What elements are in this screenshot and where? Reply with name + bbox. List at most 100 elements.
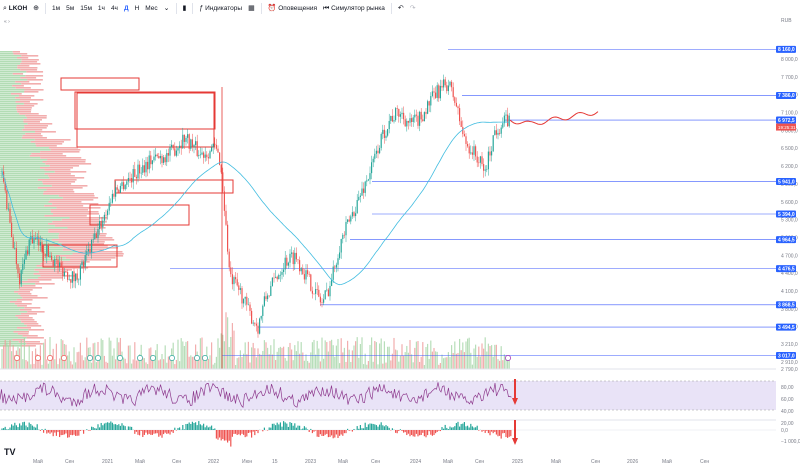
volume-profile-down-bar [48,147,78,149]
price-level-tag[interactable]: 5 394,0 [776,210,796,218]
templates-button[interactable]: ▦ [245,0,258,17]
candle-body [451,81,453,88]
replay-button[interactable]: ⏮ Симулятор рынка [320,0,388,17]
chart-canvas[interactable]: RUB 8 000,07 700,07 400,07 100,06 800,06… [0,17,800,469]
candle-body [299,260,301,272]
macd-histogram-bar [60,430,62,436]
horizontal-levels[interactable] [170,49,776,356]
interval-15m[interactable]: 15м [80,5,92,12]
main-pane[interactable] [0,17,776,369]
volume-profile-down-bar [16,299,33,301]
macd-histogram-bar [99,427,101,430]
volume-bar [467,338,469,369]
volume-bar [219,347,221,369]
indicators-button[interactable]: ƒ Индикаторы [196,0,245,17]
candle-body [198,155,200,157]
candle-body [447,85,449,92]
macd-pane[interactable] [0,420,776,447]
volume-profile-up-bar [0,115,26,117]
price-level-tag[interactable]: 3 017,0 [776,351,796,359]
candle-body [318,289,320,297]
interval-day[interactable]: Д [123,5,129,12]
candle-body [329,285,331,297]
volume-profile-up-bar [0,127,25,129]
interval-1h[interactable]: 1ч [97,5,105,12]
interval-1m[interactable]: 1м [52,5,61,12]
price-level-tag[interactable]: 4 964,5 [776,236,796,243]
macd-histogram-bar [254,430,256,436]
macd-histogram-bar [190,423,192,430]
price-level-tag[interactable]: 6 972,5 [776,116,796,124]
redo-button[interactable]: ↷ [407,0,419,17]
macd-histogram-bar [3,428,5,430]
volume-bar [292,360,294,369]
volume-profile-down-bar [26,117,47,119]
price-level-tag[interactable]: 3 868,5 [776,301,796,309]
interval-month[interactable]: Мес [145,5,158,12]
volume-profile-down-bar [21,61,38,63]
volume-profile-up-bar [0,223,49,225]
candle-body [276,276,278,280]
macd-histogram-bar [233,430,235,434]
alerts-button[interactable]: ⏰ Оповещения [265,0,320,17]
volume-bar [70,361,72,369]
volume-bar [398,361,400,369]
volume-profile-down-bar [19,287,43,289]
macd-histogram-bar [273,423,275,430]
chart-type-button[interactable]: ▮ [180,0,190,17]
candle-body [166,152,168,163]
volume-profile-down-bar [34,269,72,271]
volume-profile-up-bar [0,93,11,95]
volume-bar [4,340,6,369]
volume-bar [500,346,502,369]
candle-body [163,157,165,163]
volume-profile-down-bar [24,125,49,127]
candle-body [313,293,315,295]
volume-bar [307,360,309,369]
symbol-search[interactable]: ⌕ LKOH [0,0,30,17]
candle-body [476,156,478,163]
volume-bar [222,334,224,369]
interval-week[interactable]: Н [134,5,140,12]
volume-profile-down-bar [16,57,29,59]
macd-histogram-bar [70,430,72,435]
macd-histogram-bar [131,426,133,430]
macd-histogram-bar [435,430,437,434]
candle-body [310,274,312,291]
price-level-tag[interactable]: 3 494,5 [776,323,796,331]
price-level-tag[interactable]: 5 941,0 [776,177,796,185]
time-axis[interactable]: Май Сен 2021 Май Сен 2022 Июн 15 2023 Май Сен 2024 М… [33,458,709,465]
volume-bar [249,362,251,369]
volume-profile-up-bar [0,273,34,275]
volume-bar [257,348,259,369]
price-level-tag[interactable]: 4 476,5 [776,265,796,272]
interval-dropdown[interactable]: ⌄ [161,0,173,17]
price-level-tag[interactable]: 8 160,0 [776,45,796,53]
volume-bar [483,348,485,369]
candle-body [6,190,8,209]
macd-histogram-bar [452,427,454,430]
compare-button[interactable]: ⊕ [30,0,42,17]
volume-profile-down-bar [61,243,105,245]
rsi-pane[interactable] [0,379,776,411]
macd-histogram-bar [332,430,334,439]
volume-profile-down-bar [69,259,112,261]
volume-bar [231,323,233,369]
macd-histogram-bar [499,430,501,436]
volume-profile-down-bar [54,225,98,227]
volume-profile-up-bar [0,313,21,315]
interval-5m[interactable]: 5м [66,5,75,12]
price-level-tag[interactable]: 7 386,0 [776,91,796,99]
macd-histogram-bar [505,430,507,438]
volume-bar [100,338,102,369]
undo-button[interactable]: ↶ [395,0,407,17]
volume-profile-up-bar [0,59,22,61]
volume-profile-down-bar [19,99,44,101]
candle-body [449,81,451,86]
candle-body [479,156,481,163]
collapse-legend-icon[interactable]: « › [4,19,10,25]
volume-profile-down-bar [53,245,108,247]
volume-bar [54,359,56,369]
interval-4h[interactable]: 4ч [110,5,118,12]
macd-histogram-bar [164,430,166,433]
